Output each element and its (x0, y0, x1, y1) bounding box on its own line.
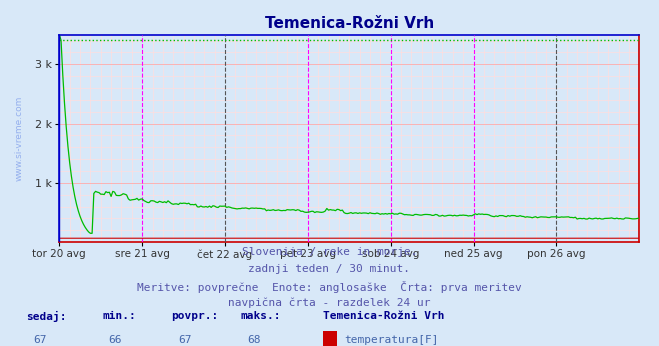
Text: zadnji teden / 30 minut.: zadnji teden / 30 minut. (248, 264, 411, 274)
Text: povpr.:: povpr.: (171, 311, 219, 321)
Text: maks.:: maks.: (241, 311, 281, 321)
Text: Slovenija / reke in morje.: Slovenija / reke in morje. (242, 247, 417, 257)
Text: Meritve: povprečne  Enote: anglosaške  Črta: prva meritev: Meritve: povprečne Enote: anglosaške Črt… (137, 281, 522, 293)
Text: min.:: min.: (102, 311, 136, 321)
Text: temperatura[F]: temperatura[F] (344, 335, 438, 345)
Text: 67: 67 (178, 335, 191, 345)
Text: 67: 67 (33, 335, 46, 345)
Title: Temenica-Rožni Vrh: Temenica-Rožni Vrh (265, 16, 434, 31)
Text: Temenica-Rožni Vrh: Temenica-Rožni Vrh (323, 311, 444, 321)
Text: sedaj:: sedaj: (26, 311, 67, 322)
Text: navpična črta - razdelek 24 ur: navpična črta - razdelek 24 ur (228, 297, 431, 308)
Text: 66: 66 (109, 335, 122, 345)
Text: www.si-vreme.com: www.si-vreme.com (14, 96, 23, 181)
Text: 68: 68 (247, 335, 260, 345)
